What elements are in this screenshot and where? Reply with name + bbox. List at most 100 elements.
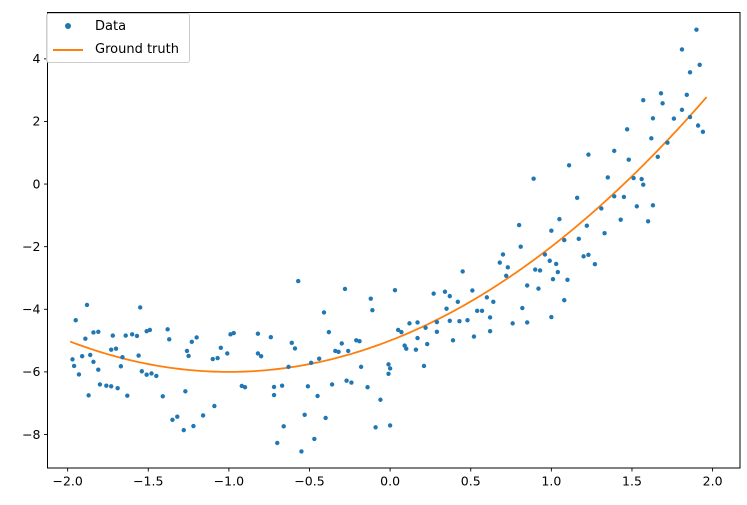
data-point — [641, 97, 646, 103]
data-point — [465, 318, 470, 323]
data-point — [279, 383, 285, 388]
y-tick-label: −2 — [22, 239, 40, 254]
data-point — [160, 394, 165, 399]
data-point — [460, 269, 465, 274]
data-point — [218, 345, 224, 350]
data-point — [655, 154, 660, 160]
data-point — [524, 320, 530, 325]
data-point — [79, 354, 85, 359]
data-point — [91, 359, 96, 365]
data-point — [645, 219, 651, 224]
data-point — [275, 440, 280, 446]
data-point — [444, 306, 449, 311]
data-point — [339, 341, 344, 346]
data-point — [650, 203, 656, 208]
data-point — [329, 382, 335, 387]
data-point — [500, 252, 506, 257]
data-point — [255, 331, 261, 336]
data-point — [586, 152, 591, 157]
data-point — [255, 351, 261, 356]
data-point — [73, 318, 78, 323]
data-point — [271, 384, 277, 390]
data-point — [120, 354, 125, 360]
x-tick-label: −1.0 — [214, 474, 244, 489]
axes-spines — [47, 12, 741, 469]
data-point — [210, 356, 215, 362]
data-point — [487, 315, 493, 320]
data-point — [292, 346, 298, 351]
data-point — [505, 265, 511, 270]
data-point — [631, 175, 636, 181]
data-point — [231, 330, 236, 336]
data-point — [425, 341, 430, 347]
data-point — [700, 129, 706, 134]
x-tick-label: 1.5 — [622, 474, 642, 489]
data-point — [684, 92, 689, 98]
data-point — [386, 362, 391, 367]
legend-marker-area — [47, 48, 89, 51]
data-point — [70, 357, 75, 362]
data-point — [658, 91, 664, 96]
data-point — [516, 222, 522, 228]
data-point — [431, 291, 436, 296]
ground-truth-curve — [69, 96, 708, 373]
data-point — [316, 356, 322, 361]
data-point — [415, 320, 420, 325]
data-point — [592, 262, 598, 267]
data-point — [565, 277, 570, 283]
data-point — [531, 176, 536, 181]
data-point — [125, 393, 130, 398]
y-tick-label: −4 — [22, 302, 40, 317]
data-point — [581, 254, 586, 259]
x-tick-label: 0.5 — [461, 474, 481, 489]
data-point — [212, 403, 217, 409]
data-point — [370, 308, 375, 313]
data-point — [167, 337, 172, 342]
data-point — [434, 329, 440, 335]
data-point — [650, 116, 656, 121]
data-point — [518, 244, 523, 249]
data-point — [634, 204, 640, 209]
data-point — [108, 384, 114, 389]
data-point — [399, 329, 404, 335]
data-point — [136, 353, 141, 358]
data-point — [474, 308, 480, 314]
data-point — [175, 414, 180, 419]
data-point — [549, 228, 554, 233]
data-point — [387, 366, 393, 371]
data-point — [104, 383, 109, 388]
data-point — [457, 318, 462, 324]
data-point — [470, 288, 475, 293]
x-tick-label: −2.0 — [52, 474, 82, 489]
data-point — [442, 289, 448, 294]
data-point — [165, 327, 170, 332]
data-point — [386, 371, 391, 376]
x-tick-label: 2.0 — [703, 474, 723, 489]
data-point — [183, 389, 188, 394]
data-point — [553, 261, 559, 267]
data-point — [649, 136, 654, 141]
data-point — [487, 328, 493, 334]
data-point — [524, 283, 530, 288]
data-point — [368, 296, 373, 301]
plot-area — [47, 12, 740, 468]
data-point — [308, 360, 314, 366]
data-point — [86, 393, 91, 398]
data-point — [510, 321, 515, 326]
data-point — [533, 267, 538, 272]
data-point — [639, 176, 644, 182]
data-point — [626, 157, 631, 162]
data-point — [305, 384, 311, 389]
data-point — [404, 346, 409, 351]
data-point — [612, 194, 617, 199]
data-marker-icon — [65, 23, 71, 30]
y-tick-label: 4 — [33, 51, 41, 66]
data-point — [395, 327, 401, 333]
ground-truth-line-icon — [53, 48, 83, 51]
data-point — [118, 364, 124, 369]
data-point — [612, 148, 617, 154]
data-point — [584, 223, 590, 228]
data-point — [194, 335, 199, 340]
data-point — [621, 194, 627, 200]
data-point — [326, 329, 332, 335]
